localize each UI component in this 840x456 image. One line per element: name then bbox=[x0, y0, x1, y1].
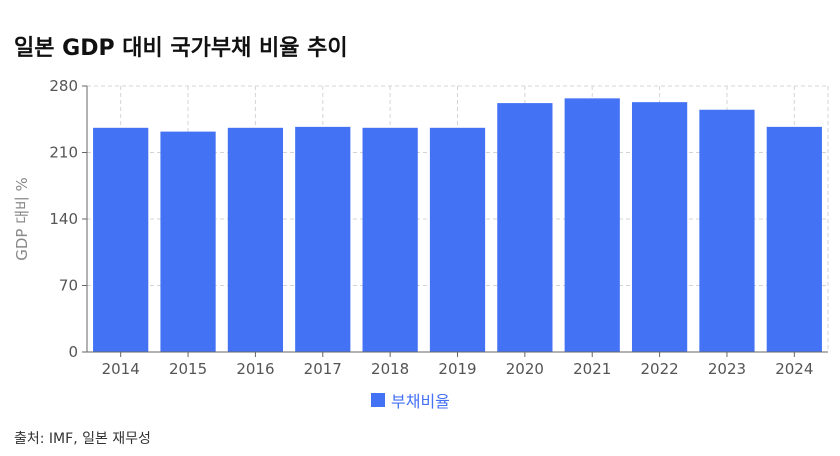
chart-title: 일본 GDP 대비 국가부채 비율 추이 bbox=[14, 36, 348, 61]
bar-2020[interactable] bbox=[497, 103, 553, 352]
x-tick-label: 2014 bbox=[102, 360, 140, 378]
x-tick-label: 2019 bbox=[438, 360, 476, 378]
x-tick-label: 2022 bbox=[640, 360, 678, 378]
bar-2014[interactable] bbox=[93, 127, 149, 352]
x-tick-label: 2016 bbox=[236, 360, 274, 378]
x-tick-label: 2023 bbox=[708, 360, 746, 378]
x-tick-label: 2020 bbox=[506, 360, 544, 378]
y-tick-label: 210 bbox=[49, 144, 78, 162]
legend-swatch bbox=[371, 393, 385, 407]
bar-2017[interactable] bbox=[295, 126, 351, 352]
x-tick-label: 2021 bbox=[573, 360, 611, 378]
bar-2015[interactable] bbox=[160, 131, 216, 352]
y-tick-label: 280 bbox=[49, 77, 78, 95]
x-tick-label: 2024 bbox=[775, 360, 813, 378]
bar-2019[interactable] bbox=[429, 127, 486, 352]
y-axis-label: GDP 대비 % bbox=[13, 177, 31, 261]
x-tick-label: 2017 bbox=[304, 360, 342, 378]
y-tick-label: 70 bbox=[59, 277, 78, 295]
y-tick-label: 140 bbox=[49, 210, 78, 228]
source-note: 출처: IMF, 일본 재무성 bbox=[14, 431, 151, 447]
x-axis: 2014 2015 2016 2017 2018 2019 2020 2021 2022 2023… bbox=[87, 351, 828, 378]
legend[interactable]: 부채비율 bbox=[371, 388, 450, 412]
bar-2021[interactable] bbox=[564, 98, 620, 352]
x-tick-label: 2018 bbox=[371, 360, 409, 378]
bar-2018[interactable] bbox=[362, 127, 418, 352]
x-tick-label: 2015 bbox=[169, 360, 207, 378]
bar-2024[interactable] bbox=[766, 126, 822, 352]
bar-2016[interactable] bbox=[227, 127, 284, 352]
legend-label: 부채비율 bbox=[391, 392, 450, 411]
bar-2023[interactable] bbox=[699, 109, 755, 352]
y-axis: 0 70 140 210 280 bbox=[49, 77, 88, 361]
bar-2022[interactable] bbox=[631, 102, 688, 353]
y-tick-label: 0 bbox=[68, 343, 78, 361]
bars bbox=[93, 98, 822, 353]
